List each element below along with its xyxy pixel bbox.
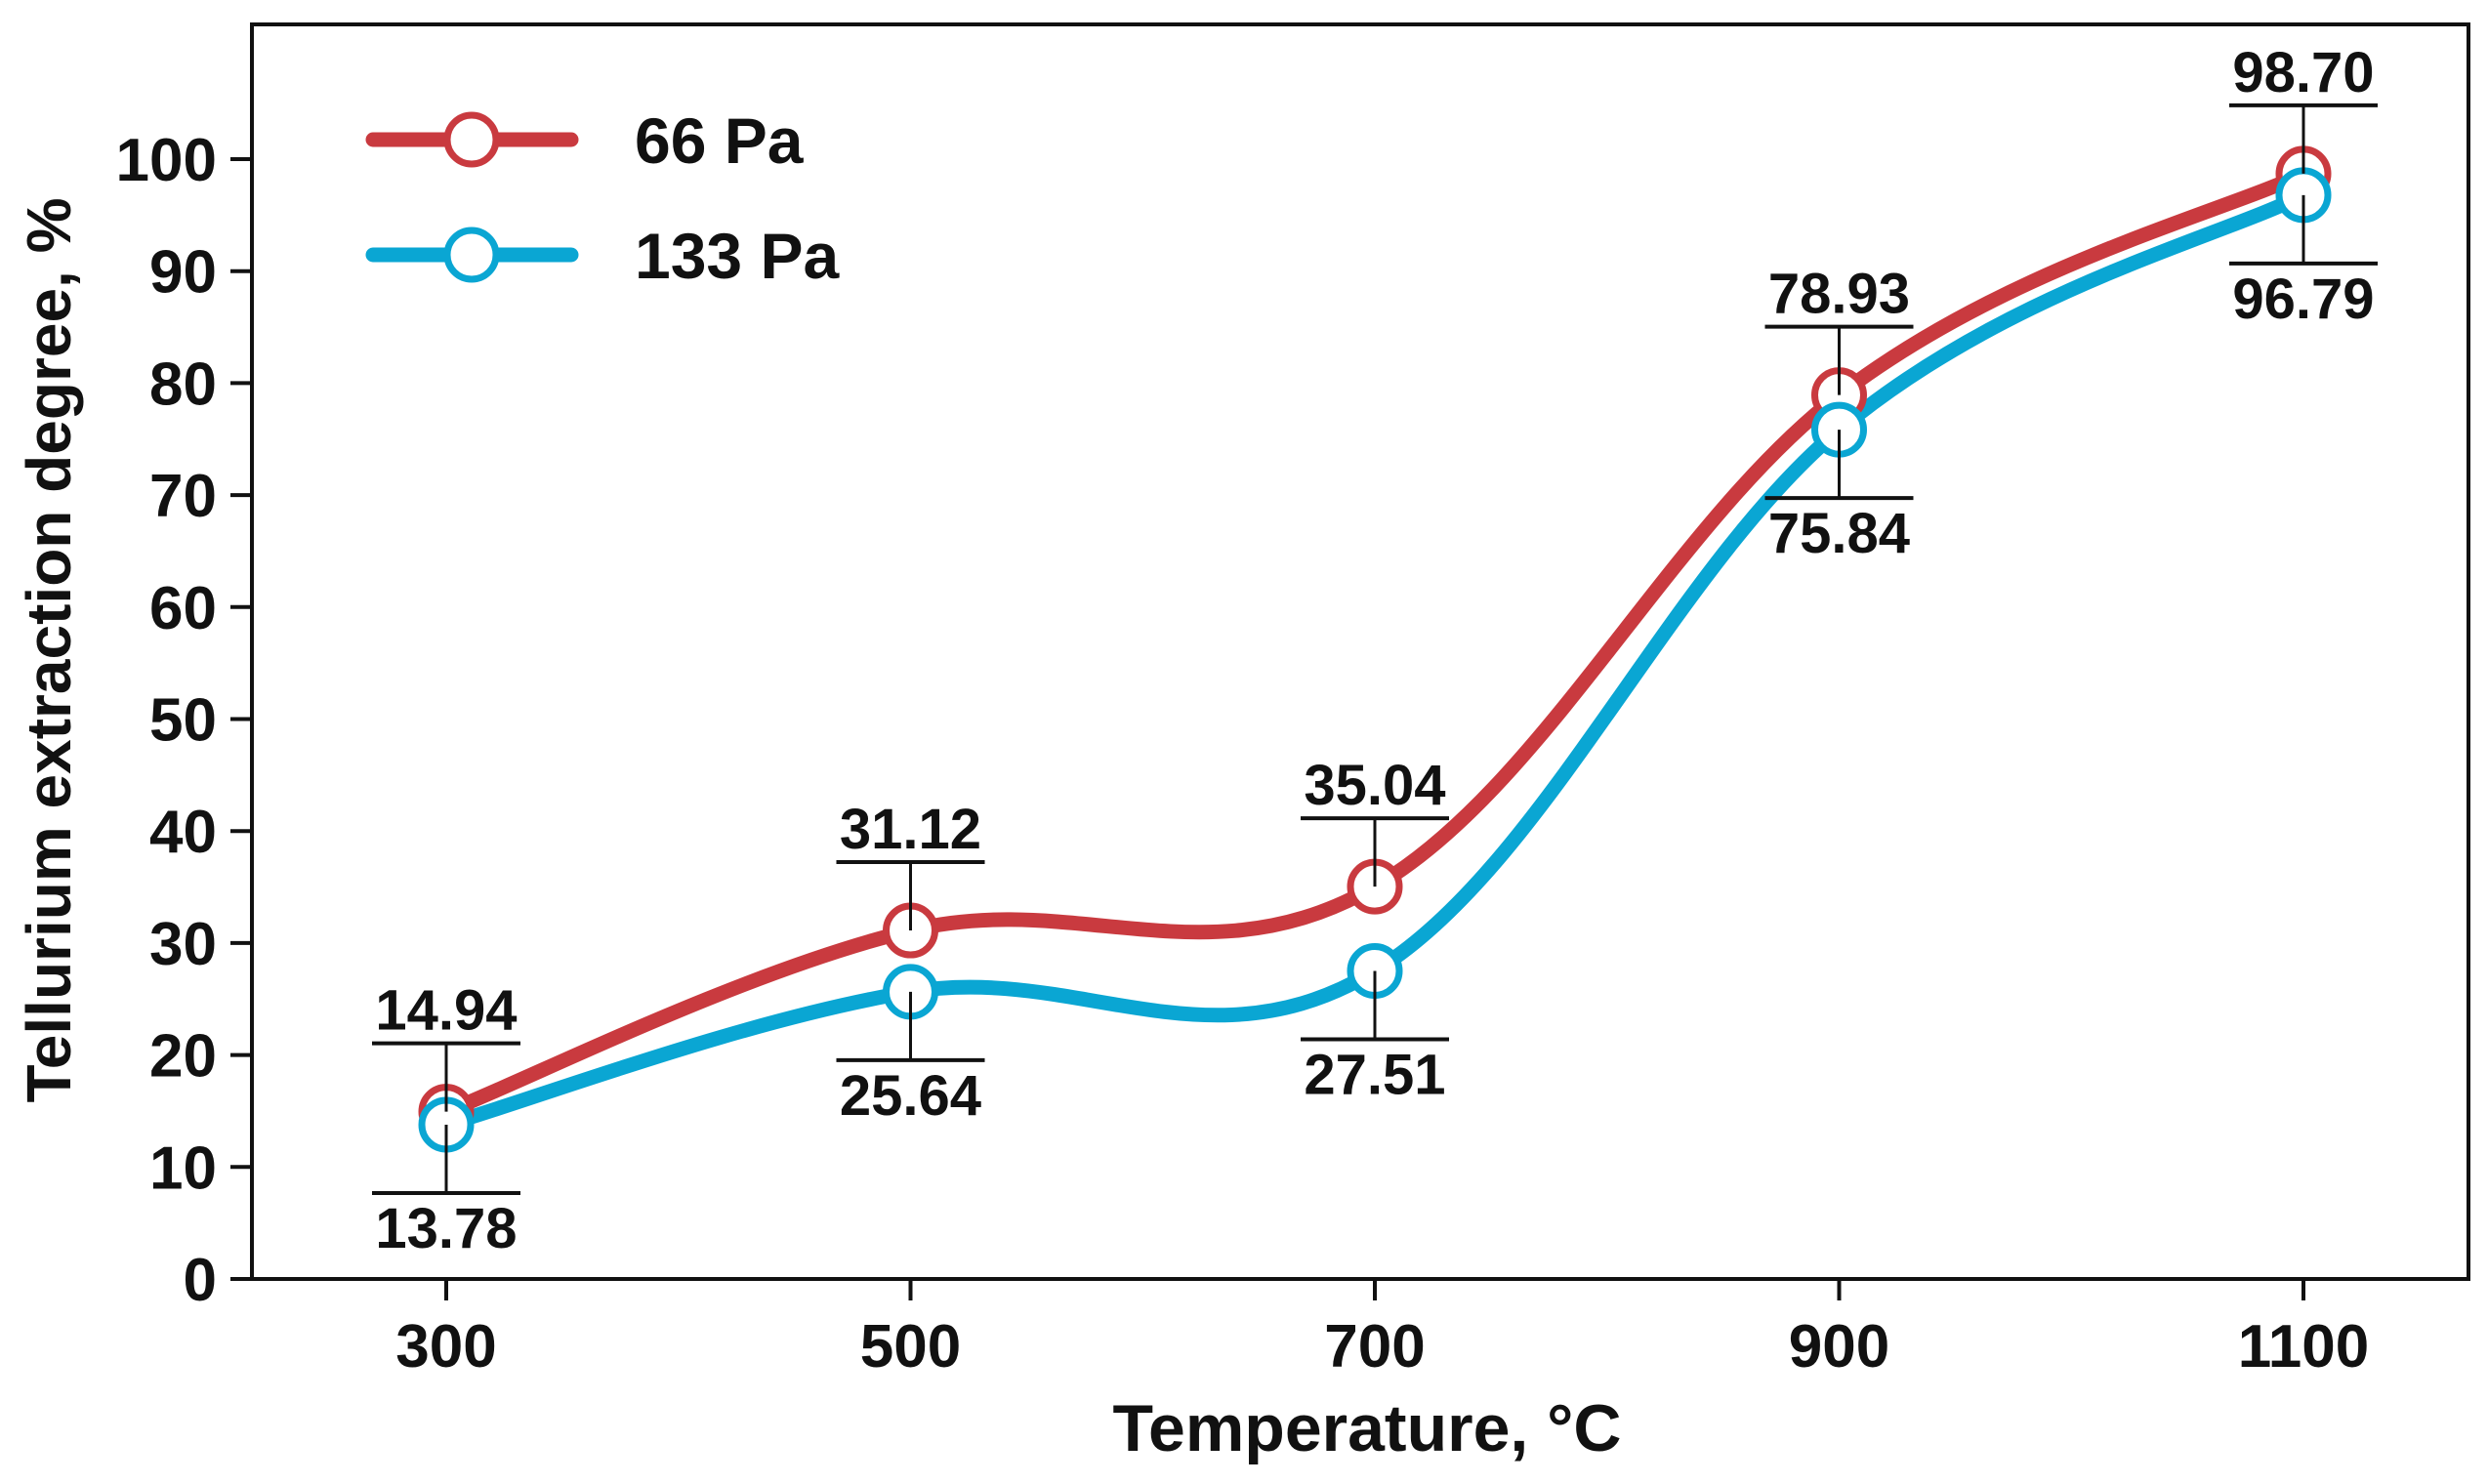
data-label: 98.70 [2232, 41, 2374, 104]
y-tick-label: 0 [184, 1247, 217, 1314]
data-label: 96.79 [2232, 268, 2374, 331]
data-label: 13.78 [375, 1197, 517, 1260]
legend-marker [443, 227, 500, 283]
legend-marker [443, 111, 500, 168]
x-tick-label: 1100 [2238, 1313, 2370, 1381]
data-label: 35.04 [1304, 754, 1445, 817]
series-line-133pa [438, 187, 2311, 1133]
axes: 0 10 20 30 40 50 60 70 80 90 100 300 500 700 900 1100 [116, 22, 2470, 1381]
x-tick-label: 900 [1789, 1313, 1889, 1381]
y-tick-label: 20 [149, 1023, 217, 1091]
y-tick-label: 10 [149, 1134, 217, 1202]
legend-label: 133 Pa [635, 220, 840, 292]
data-label: 78.93 [1768, 263, 1910, 326]
x-tick-label: 500 [860, 1313, 961, 1381]
y-tick-label: 70 [149, 463, 217, 530]
legend: 66 Pa 133 Pa [365, 104, 840, 292]
x-axis-title: Temperature, °C [1113, 1391, 1622, 1465]
y-tick-label: 100 [116, 127, 217, 194]
x-tick-label: 300 [395, 1313, 496, 1381]
data-label: 27.51 [1304, 1043, 1445, 1106]
y-tick-label: 60 [149, 575, 217, 642]
y-tick-label: 90 [149, 239, 217, 307]
y-tick-label: 80 [149, 350, 217, 418]
series-layer [418, 145, 2332, 1153]
data-label: 75.84 [1768, 502, 1910, 565]
data-label: 31.12 [840, 798, 981, 861]
y-axis-title: Tellurium extraction degree, % [14, 197, 84, 1102]
y-tick-label: 40 [149, 799, 217, 866]
y-tick-label: 30 [149, 911, 217, 978]
legend-label: 66 Pa [635, 104, 805, 177]
annotation-layer: 14.94 31.12 35.04 78.93 98.70 13.78 25.64 27.51… [372, 41, 2378, 1260]
plot-frame [250, 22, 2470, 1281]
data-label: 25.64 [840, 1064, 981, 1128]
x-tick-label: 700 [1324, 1313, 1425, 1381]
data-label: 14.94 [375, 979, 517, 1043]
y-tick-label: 50 [149, 687, 217, 755]
